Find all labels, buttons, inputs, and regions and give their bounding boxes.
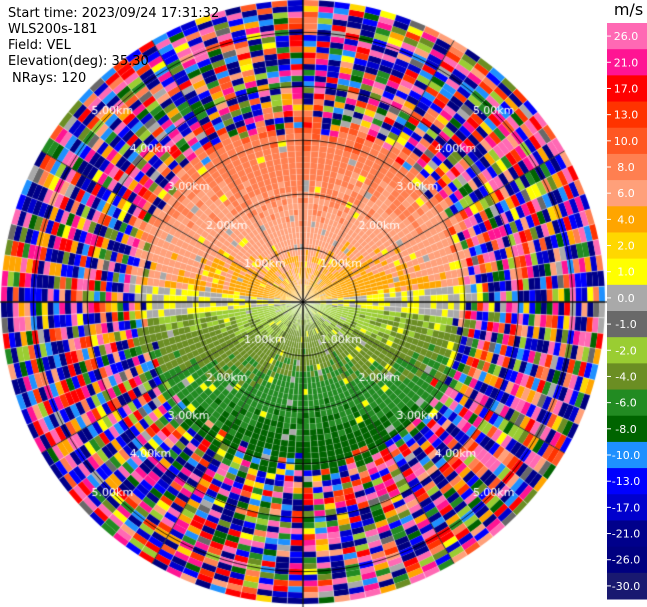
colorbar-tick-label: -4.0 — [615, 370, 636, 383]
colorbar-swatch — [607, 127, 647, 155]
colorbar-tick-label: 1.0 — [617, 266, 635, 279]
ppi-velocity-plot — [0, 0, 607, 607]
colorbar-tick-label: -2.0 — [615, 344, 636, 357]
colorbar-tick-label: -21.0 — [612, 528, 640, 541]
colorbar-tick-label: -13.0 — [612, 475, 640, 488]
colorbar-swatch — [607, 258, 647, 286]
colorbar-swatch — [607, 311, 647, 338]
elevation-label: Elevation(deg): 35.30 — [8, 54, 149, 69]
colorbar-swatch — [607, 415, 647, 443]
colorbar-tick-label: -6.0 — [615, 397, 636, 410]
colorbar-swatch — [607, 546, 647, 574]
colorbar-tick-label: 8.0 — [617, 161, 635, 174]
nrays-label: NRays: 120 — [12, 71, 87, 86]
colorbar-tick-label: -26.0 — [612, 554, 640, 567]
colorbar-swatch — [607, 468, 647, 495]
colorbar-swatch — [607, 363, 647, 391]
colorbar: 26.0 21.0 17.0 13.0 10.0 8.0 6.0 4.0 2.0 1.0 0.0 -1… — [607, 23, 647, 600]
colorbar-tick-label: 17.0 — [614, 82, 639, 95]
field-label: Field: VEL — [8, 38, 71, 53]
colorbar-tick-label: 4.0 — [617, 213, 635, 226]
colorbar-tick-label: -10.0 — [612, 449, 640, 462]
colorbar-swatch — [607, 441, 647, 469]
colorbar-tick-label: 26.0 — [614, 30, 639, 43]
colorbar-tick-label: -8.0 — [615, 423, 636, 436]
colorbar-swatch — [607, 337, 647, 364]
colorbar-swatch — [607, 153, 647, 181]
colorbar-units: m/s — [613, 0, 644, 19]
colorbar-swatch — [607, 49, 647, 76]
colorbar-swatch — [607, 232, 647, 260]
colorbar-swatch — [607, 494, 647, 521]
colorbar-tick-label: -30.0 — [612, 580, 640, 593]
colorbar-swatch — [607, 206, 647, 233]
colorbar-tick-label: 21.0 — [614, 56, 639, 69]
colorbar-tick-label: 2.0 — [617, 240, 635, 253]
colorbar-tick-label: -1.0 — [615, 318, 636, 331]
colorbar-swatch — [607, 23, 647, 50]
colorbar-swatch — [607, 101, 647, 129]
colorbar-swatch — [607, 520, 647, 548]
colorbar-swatch — [607, 75, 647, 103]
colorbar-tick-label: 13.0 — [614, 109, 639, 122]
colorbar-swatch — [607, 389, 647, 417]
instrument-label: WLS200s-181 — [8, 22, 98, 37]
colorbar-swatch — [607, 180, 647, 207]
colorbar-tick-label: 6.0 — [617, 187, 635, 200]
colorbar-tick-label: 10.0 — [614, 135, 639, 148]
start-time-label: Start time: 2023/09/24 17:31:32 — [8, 6, 220, 21]
colorbar-tick-label: -17.0 — [612, 501, 640, 514]
colorbar-swatch — [607, 284, 647, 312]
colorbar-tick-label: 0.0 — [617, 292, 635, 305]
colorbar-swatch — [607, 572, 647, 600]
